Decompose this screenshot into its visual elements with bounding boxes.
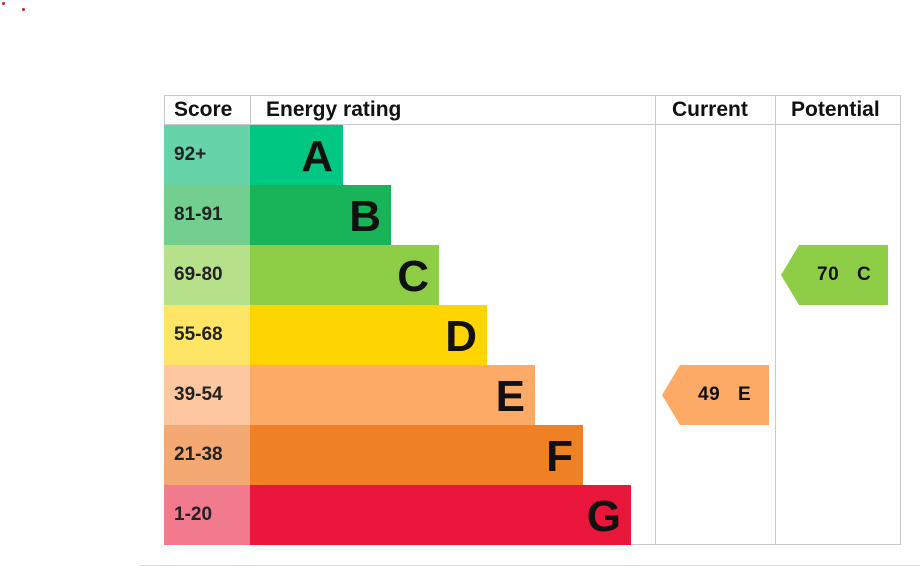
grid-header-bottom — [164, 124, 901, 125]
band-bar-e: E — [250, 365, 535, 425]
header-energy-rating: Energy rating — [266, 98, 402, 121]
page-bottom-divider — [140, 565, 920, 566]
band-letter-f: F — [546, 432, 573, 481]
current-rating-letter: E — [738, 384, 752, 405]
band-bar-g: G — [250, 485, 631, 545]
potential-arrow-shape — [781, 245, 888, 305]
score-cell-g: 1-20 — [164, 485, 250, 545]
score-cell-d: 55-68 — [164, 305, 250, 365]
band-letter-d: D — [445, 312, 477, 361]
band-letter-g: G — [586, 492, 621, 541]
header-current: Current — [672, 98, 748, 121]
score-cell-a: 92+ — [164, 125, 250, 185]
score-cell-e: 39-54 — [164, 365, 250, 425]
current-rating-value: 49 — [698, 384, 721, 405]
band-bar-b: B — [250, 185, 391, 245]
potential-rating-letter: C — [857, 264, 872, 285]
current-arrow-shape — [662, 365, 769, 425]
grid-right — [900, 95, 901, 545]
grid-score-divider — [250, 95, 251, 125]
current-rating-arrow: 49 E — [662, 365, 769, 425]
potential-rating-value: 70 — [817, 264, 840, 285]
grid-rating-divider — [655, 95, 656, 545]
score-cell-b: 81-91 — [164, 185, 250, 245]
potential-rating-arrow: 70 C — [781, 245, 888, 305]
band-bar-a: A — [250, 125, 343, 185]
grid-current-divider — [775, 95, 776, 545]
stray-dot-1 — [2, 2, 5, 5]
band-bar-d: D — [250, 305, 487, 365]
epc-chart: Score Energy rating Current Potential 92… — [164, 95, 901, 545]
band-letter-a: A — [301, 132, 333, 181]
score-cell-f: 21-38 — [164, 425, 250, 485]
header-potential: Potential — [791, 98, 880, 121]
band-letter-b: B — [349, 192, 381, 241]
potential-arrow-polygon — [781, 245, 888, 305]
header-score: Score — [174, 98, 233, 121]
current-arrow-polygon — [662, 365, 769, 425]
score-cell-c: 69-80 — [164, 245, 250, 305]
band-bar-c: C — [250, 245, 439, 305]
grid-top — [164, 95, 901, 96]
band-letter-c: C — [397, 252, 429, 301]
stray-dot-2 — [22, 8, 25, 11]
band-bar-f: F — [250, 425, 583, 485]
band-letter-e: E — [495, 372, 525, 421]
